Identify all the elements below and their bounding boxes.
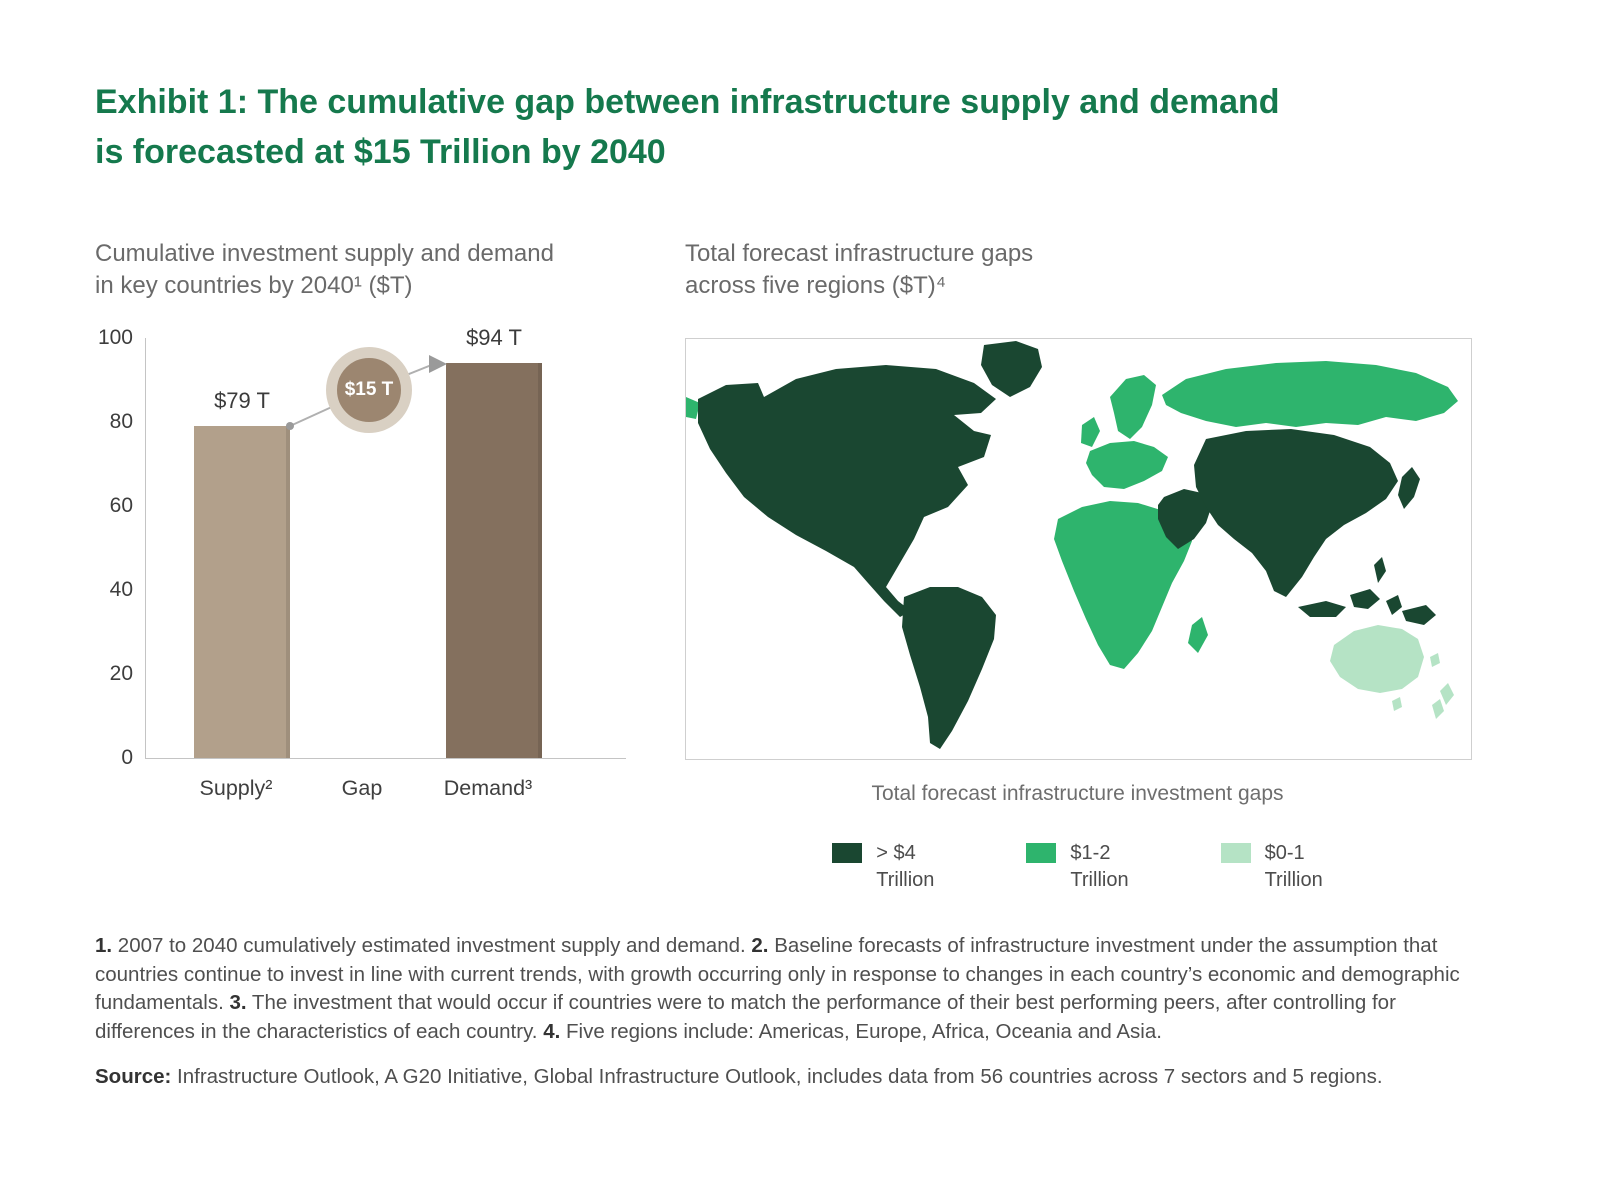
- legend-label-light: $0-1 Trillion: [1264, 842, 1323, 891]
- world-map: [685, 338, 1472, 760]
- y-tick: 60: [109, 494, 133, 517]
- map-region-new-guinea: [1402, 605, 1436, 625]
- legend-label-dark: > $4 Trillion: [876, 842, 935, 891]
- gap-callout-label: $15 T: [344, 379, 394, 400]
- footnote-marker: 1.: [95, 934, 113, 957]
- x-label-gap: Gap: [341, 776, 383, 800]
- footnotes: 1. 2007 to 2040 cumulatively estimated i…: [95, 932, 1473, 1107]
- footnote-marker: 4.: [543, 1020, 561, 1044]
- y-tick: 40: [109, 578, 133, 601]
- map-region-madagascar: [1188, 617, 1208, 653]
- y-tick: 80: [109, 410, 133, 433]
- map-region-asia: [1194, 429, 1398, 597]
- map-region-australia: [1330, 625, 1424, 693]
- footnote-paragraph: 1. 2007 to 2040 cumulatively estimated i…: [95, 932, 1473, 1047]
- map-region-middle-east: [1158, 489, 1212, 549]
- x-label-demand: Demand³: [443, 776, 533, 800]
- legend-swatch-light: [1220, 843, 1251, 863]
- map-caption: Total forecast infrastructure investment…: [871, 782, 1284, 805]
- legend-label-medium: $1-2 Trillion: [1070, 842, 1129, 891]
- map-region-new-zealand-south: [1432, 699, 1444, 719]
- gap-callout-badge: $15 T: [326, 347, 412, 433]
- source-text: Infrastructure Outlook, A G20 Initiative…: [171, 1064, 1383, 1088]
- page-title: Exhibit 1: The cumulative gap between in…: [95, 83, 1280, 171]
- map-region-russia: [1162, 361, 1458, 427]
- map-legend: > $4 Trillion $1-2 Trillion $0-1 Trillio…: [685, 840, 1470, 894]
- footnote-text: Baseline forecasts of infrastructure inv…: [95, 934, 1460, 1015]
- map-region-greenland: [981, 341, 1042, 397]
- map-region-uk: [1081, 417, 1100, 447]
- plot-area: $79 T $94 T $15 T: [145, 325, 626, 759]
- y-axis: 100 80 60 40 20 0: [95, 326, 133, 769]
- supply-bar: [194, 426, 290, 758]
- map-region-sulawesi: [1386, 595, 1402, 615]
- source-line: Source: Infrastructure Outlook, A G20 In…: [95, 1063, 1473, 1092]
- footnote-text: The investment that would occur if count…: [95, 991, 1396, 1044]
- y-tick: 100: [97, 326, 133, 349]
- map-region-north-america: [698, 365, 996, 617]
- demand-value-label: $94 T: [466, 325, 522, 351]
- y-tick: 20: [109, 662, 133, 685]
- legend-item-medium: $1-2 Trillion: [1026, 840, 1129, 894]
- legend-item-dark: > $4 Trillion: [832, 840, 934, 894]
- map-title: Total forecast infrastructure gaps acros…: [685, 240, 1034, 299]
- legend-swatch-dark: [832, 843, 863, 863]
- supply-value-label: $79 T: [214, 388, 270, 414]
- map-region-scandinavia: [1110, 375, 1156, 439]
- footnote-marker: 2.: [751, 934, 769, 957]
- legend-item-light: $0-1 Trillion: [1220, 840, 1323, 894]
- footnote-text: Five regions include: Americas, Europe, …: [560, 1020, 1162, 1044]
- map-region-japan: [1398, 467, 1420, 509]
- map-region-south-america: [902, 587, 996, 749]
- map-region-philippines: [1374, 557, 1386, 583]
- map-region-new-caledonia: [1430, 653, 1440, 667]
- source-label: Source:: [95, 1064, 172, 1088]
- x-label-supply: Supply²: [199, 776, 273, 800]
- map-region-far-east-sliver: [686, 397, 700, 419]
- world-map-svg: [686, 341, 1458, 749]
- bar-chart: 100 80 60 40 20 0 $79 T $94 T $15 T Supply² G…: [95, 325, 626, 818]
- map-region-borneo: [1350, 589, 1380, 609]
- map-region-new-zealand-north: [1440, 683, 1454, 705]
- y-tick: 0: [121, 746, 133, 769]
- map-region-tasmania: [1392, 697, 1402, 711]
- map-region-indonesia-west: [1298, 601, 1346, 617]
- demand-bar: [446, 363, 542, 758]
- legend-swatch-medium: [1026, 843, 1057, 863]
- footnote-marker: 3.: [229, 991, 247, 1015]
- map-region-africa: [1054, 501, 1192, 669]
- bar-chart-title: Cumulative investment supply and demand …: [95, 240, 554, 299]
- map-region-europe: [1086, 441, 1168, 489]
- footnote-text: 2007 to 2040 cumulatively estimated inve…: [112, 934, 752, 957]
- connector-start-dot: [286, 422, 294, 430]
